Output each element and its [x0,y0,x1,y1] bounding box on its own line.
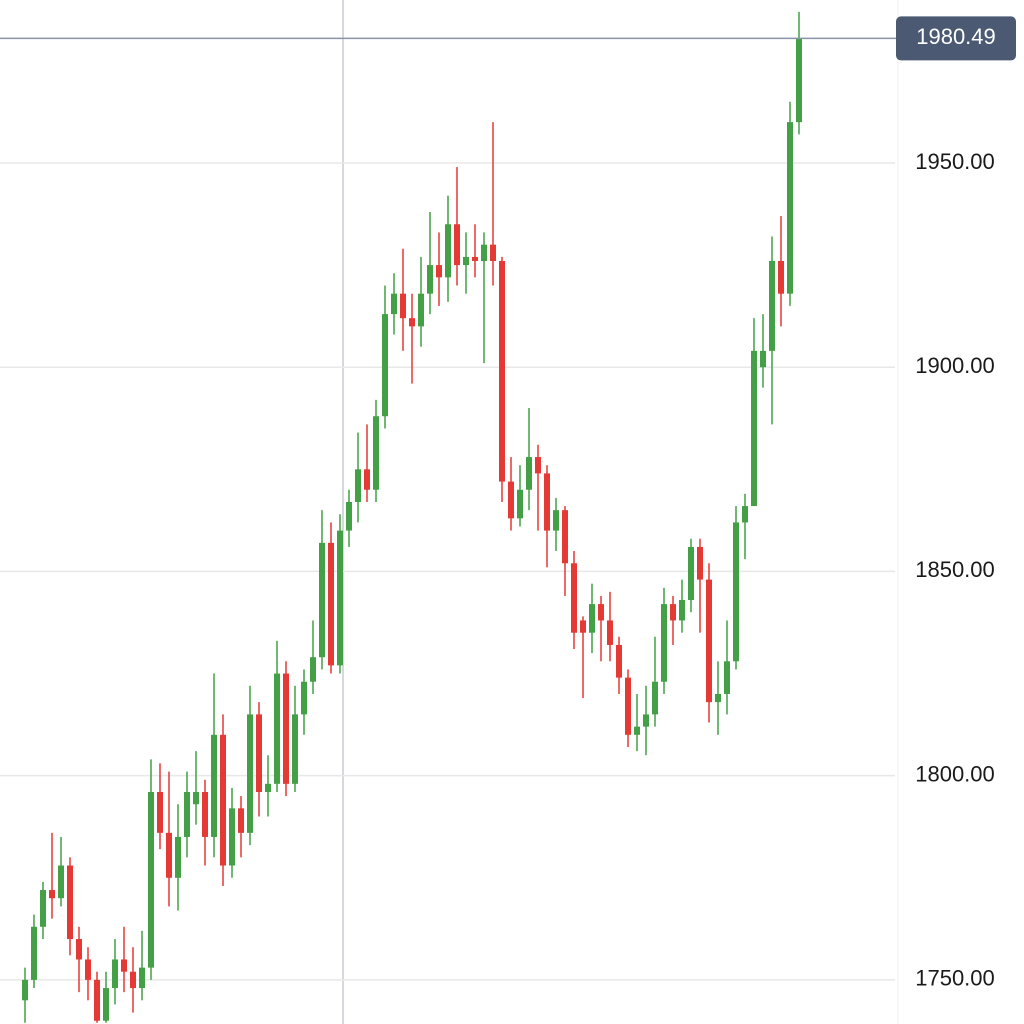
candle-body [733,522,739,662]
candle-body [589,604,595,633]
candle-body [58,865,64,899]
candle-body [265,783,271,792]
candle-body [283,673,289,784]
candle-body [301,681,307,715]
candle-body [139,967,145,989]
candle-body [148,791,154,968]
candle-body [778,261,784,294]
candle-body [319,542,325,658]
candle-body [220,734,226,866]
candle-body [490,244,496,262]
y-tick-label: 1850.00 [915,557,995,582]
candle-body [463,256,469,266]
candle-body [787,122,793,294]
candle-body [499,261,505,482]
y-tick-label: 1950.00 [915,149,995,174]
candle-body [418,293,424,327]
candle-body [364,469,370,490]
candle-body [616,644,622,678]
candle-body [175,836,181,878]
candle-body [679,600,685,621]
candle-body [40,890,46,927]
candle-body [796,38,802,123]
candle-body [724,661,730,694]
candle-body [517,489,523,519]
candle-body [472,256,478,262]
candle-body [409,318,415,327]
candle-body [544,473,550,531]
candle-body [121,959,127,972]
candle-body [166,832,172,878]
candle-body [427,265,433,294]
candle-body [688,546,694,601]
candle-body [112,959,118,989]
candle-body [130,971,136,989]
candle-body [562,510,568,564]
candle-body [760,350,766,368]
candle-body [400,293,406,319]
candle-body [184,791,190,837]
candle-body [769,261,775,351]
candle-body [391,293,397,315]
candle-body [625,677,631,735]
candle-body [373,416,379,490]
candle-body [598,604,604,621]
candle-body [697,546,703,580]
candle-body [310,657,316,682]
candle-body [508,481,514,519]
candle-body [238,808,244,833]
candle-body [445,224,451,278]
candle-body [526,457,532,490]
candle-body [706,579,712,703]
price-label: 1980.49 [916,24,996,49]
candle-body [535,457,541,474]
y-tick-label: 1750.00 [915,966,995,991]
candle-body [751,350,757,507]
candle-body [67,865,73,940]
candle-body [94,979,100,1021]
candle-body [22,979,28,1001]
candle-body [85,959,91,980]
candle-body [382,314,388,417]
candle-body [742,506,748,523]
candle-body [553,510,559,531]
candle-body [202,791,208,837]
y-tick-label: 1800.00 [915,761,995,786]
candle-body [634,726,640,735]
candle-body [76,939,82,960]
candle-body [256,714,262,792]
candle-body [274,673,280,784]
candle-body [157,791,163,833]
candle-body [607,620,613,645]
candle-body [193,791,199,805]
candle-body [481,244,487,262]
candle-body [247,714,253,833]
candle-body [211,734,217,837]
candle-body [103,988,109,1021]
candle-body [652,681,658,715]
candle-body [715,693,721,703]
candle-body [229,808,235,866]
candle-body [571,563,577,633]
candle-body [49,890,55,899]
candle-body [355,469,361,502]
candle-body [643,714,649,727]
candle-body [292,714,298,784]
candle-body [454,224,460,266]
candle-body [346,501,352,531]
candle-body [31,926,37,980]
candle-body [328,542,334,666]
candle-body [670,604,676,621]
candle-body [661,604,667,682]
candle-body [337,530,343,666]
candle-body [436,265,442,278]
candle-body [580,620,586,633]
price-label-box [896,16,1016,61]
y-tick-label: 1900.00 [915,353,995,378]
